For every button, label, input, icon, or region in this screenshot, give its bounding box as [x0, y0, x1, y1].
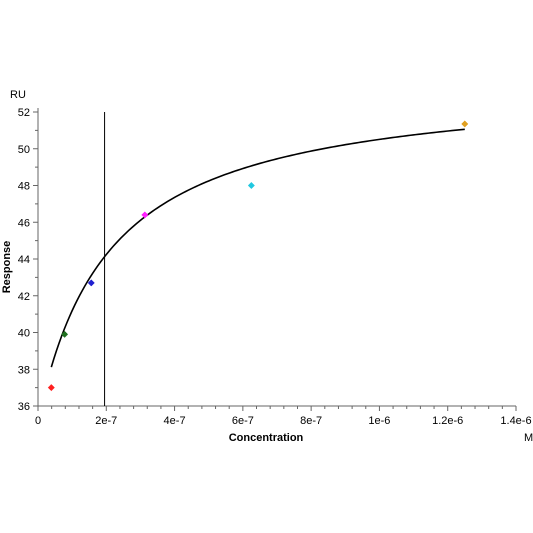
x-unit-label: M	[524, 432, 533, 444]
fit-curve	[50, 128, 465, 368]
y-tick-label: 38	[18, 364, 30, 376]
x-tick-label: 8e-7	[300, 415, 322, 427]
axes: 0 2e-7 4e-7 6e-7 8e-7 1e-6 1.2e-6 1.4e-6 36 38 40…	[18, 107, 532, 427]
data-point	[61, 330, 69, 338]
y-tick-label: 44	[18, 254, 30, 266]
y-tick-label: 48	[18, 181, 30, 193]
x-tick-label: 1e-6	[368, 415, 390, 427]
x-axis-title: Concentration	[229, 432, 304, 444]
x-tick-label: 1.2e-6	[432, 415, 463, 427]
x-tick-label: 4e-7	[164, 415, 186, 427]
data-point	[47, 384, 55, 392]
y-unit-label: RU	[10, 89, 26, 101]
x-tick-label: 6e-7	[232, 415, 254, 427]
data-point	[141, 211, 149, 219]
y-tick-label: 52	[18, 107, 30, 119]
y-tick-label: 36	[18, 401, 30, 413]
y-ticks: 36 38 40 42 44 46 48 50 52	[18, 107, 38, 413]
y-tick-label: 40	[18, 328, 30, 340]
y-tick-label: 50	[18, 144, 30, 156]
data-points	[47, 120, 469, 392]
x-ticks: 0 2e-7 4e-7 6e-7 8e-7 1e-6 1.2e-6 1.4e-6	[35, 406, 532, 427]
data-point	[461, 120, 469, 128]
x-tick-label: 0	[35, 415, 41, 427]
x-tick-label: 2e-7	[95, 415, 117, 427]
data-point	[247, 181, 255, 190]
y-tick-label: 42	[18, 291, 30, 303]
data-point	[87, 279, 95, 287]
y-axis-title: Response	[1, 241, 13, 294]
y-tick-label: 46	[18, 217, 30, 229]
x-tick-label: 1.4e-6	[500, 415, 531, 427]
